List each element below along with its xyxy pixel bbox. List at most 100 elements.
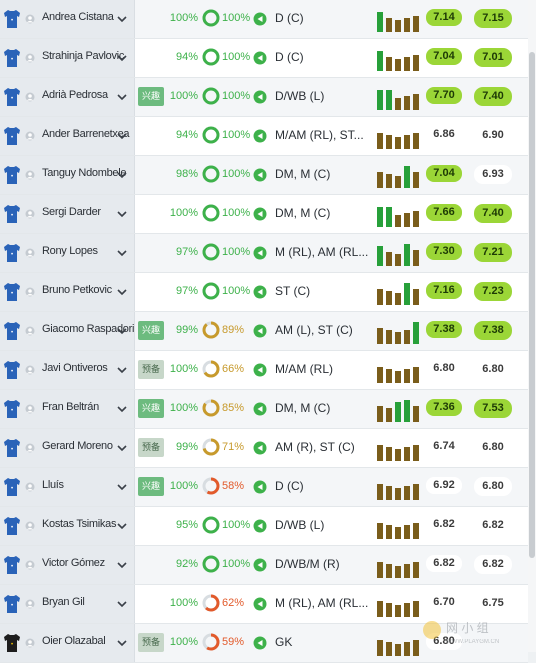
chevron-down-icon[interactable] <box>117 92 127 102</box>
play-icon[interactable] <box>253 168 267 182</box>
player-name[interactable]: Giacomo Raspadori <box>42 323 135 335</box>
player-name[interactable]: Fran Beltrán <box>42 401 99 413</box>
player-name[interactable]: Gerard Moreno <box>42 440 113 452</box>
play-icon[interactable] <box>253 519 267 533</box>
player-cell[interactable]: • Andrea Cistana <box>0 0 135 38</box>
player-row[interactable]: • Rony Lopes 97% 100% M (RL), AM (RL... … <box>0 234 528 273</box>
scrollbar-thumb[interactable] <box>529 52 535 558</box>
player-cell[interactable]: • Sergi Darder <box>0 195 135 233</box>
player-cell[interactable]: • Ander Barrenetxea <box>0 117 135 155</box>
chevron-down-icon[interactable] <box>117 599 127 609</box>
condition-value: 98% <box>175 168 198 180</box>
player-row[interactable]: • Adrià Pedrosa 兴趣 100% 100% D/WB (L) 7.… <box>0 78 528 117</box>
player-row[interactable]: • Bryan Gil 100% 62% M (RL), AM (RL... 6… <box>0 585 528 624</box>
player-name[interactable]: Oier Olazabal <box>42 635 106 647</box>
player-name[interactable]: Kostas Tsimikas <box>42 518 117 530</box>
player-cell[interactable]: • Tanguy Ndombele <box>0 156 135 194</box>
chevron-down-icon[interactable] <box>117 170 127 180</box>
chevron-down-icon[interactable] <box>117 131 127 141</box>
player-name[interactable]: Tanguy Ndombele <box>42 167 127 179</box>
play-icon[interactable] <box>253 558 267 572</box>
chevron-down-icon[interactable] <box>117 638 127 648</box>
player-name[interactable]: Javi Ontiveros <box>42 362 108 374</box>
player-cell[interactable]: • Javi Ontiveros <box>0 351 135 389</box>
player-row[interactable]: • Bruno Petkovic 97% 100% ST (C) 7.16 7. <box>0 273 528 312</box>
chevron-down-icon[interactable] <box>117 53 127 63</box>
rating-badge: 7.38 <box>426 321 462 338</box>
play-icon[interactable] <box>253 129 267 143</box>
chevron-down-icon[interactable] <box>117 287 127 297</box>
play-icon[interactable] <box>253 441 267 455</box>
player-row[interactable]: • Fran Beltrán 兴趣 100% 85% DM, M (C) 7.3… <box>0 390 528 429</box>
player-cell[interactable]: • Lluís <box>0 468 135 506</box>
play-icon[interactable] <box>253 480 267 494</box>
player-name[interactable]: Bryan Gil <box>42 596 85 608</box>
play-icon[interactable] <box>253 285 267 299</box>
player-row[interactable]: • Javi Ontiveros 预备 100% 66% M/AM (RL) 6… <box>0 351 528 390</box>
form-bar <box>386 207 392 227</box>
player-cell[interactable]: • Rony Lopes <box>0 234 135 272</box>
player-cell[interactable]: • Strahinja Pavlovic <box>0 39 135 77</box>
player-cell[interactable]: • Bruno Petkovic <box>0 273 135 311</box>
player-row[interactable]: • Kostas Tsimikas 95% 100% D/WB (L) 6.82 <box>0 507 528 546</box>
chevron-down-icon[interactable] <box>117 209 127 219</box>
play-icon[interactable] <box>253 51 267 65</box>
chevron-down-icon[interactable] <box>117 443 127 453</box>
play-icon[interactable] <box>253 246 267 260</box>
chevron-down-icon[interactable] <box>117 326 127 336</box>
fitness-ring-icon <box>202 360 220 378</box>
player-row[interactable]: • Strahinja Pavlovic 94% 100% D (C) 7.04 <box>0 39 528 78</box>
chevron-down-icon[interactable] <box>117 521 127 531</box>
play-icon[interactable] <box>253 90 267 104</box>
form-bar <box>386 330 392 344</box>
player-cell[interactable]: • Adrià Pedrosa <box>0 78 135 116</box>
chevron-down-icon[interactable] <box>117 404 127 414</box>
chevron-down-icon[interactable] <box>117 14 127 24</box>
player-name[interactable]: Strahinja Pavlovic <box>42 50 125 62</box>
player-name[interactable]: Andrea Cistana <box>42 11 114 23</box>
rating-badge: 7.16 <box>426 282 462 299</box>
chevron-down-icon[interactable] <box>117 560 127 570</box>
player-row[interactable]: • Giacomo Raspadori 兴趣 99% 89% AM (L), S… <box>0 312 528 351</box>
player-cell[interactable]: • Kostas Tsimikas <box>0 507 135 545</box>
person-icon <box>25 365 35 375</box>
fitness-value: 89% <box>222 324 245 336</box>
player-cell[interactable]: • Victor Gómez <box>0 546 135 584</box>
play-icon[interactable] <box>253 597 267 611</box>
player-name[interactable]: Victor Gómez <box>42 557 105 569</box>
player-name[interactable]: Sergi Darder <box>42 206 101 218</box>
person-icon <box>25 209 35 219</box>
form-bar <box>377 133 383 149</box>
player-cell[interactable]: • Giacomo Raspadori <box>0 312 135 350</box>
svg-text:•: • <box>11 447 13 453</box>
status-badge: 预备 <box>138 633 164 652</box>
play-icon[interactable] <box>253 363 267 377</box>
player-row[interactable]: • Sergi Darder 100% 100% DM, M (C) 7.66 <box>0 195 528 234</box>
fitness-ring-icon <box>202 243 220 261</box>
player-row[interactable]: • Victor Gómez 92% 100% D/WB/M (R) 6.82 <box>0 546 528 585</box>
player-row[interactable]: • Ander Barrenetxea 94% 100% M/AM (RL), … <box>0 117 528 156</box>
play-icon[interactable] <box>253 207 267 221</box>
form-bar <box>404 369 410 383</box>
player-cell[interactable]: • Fran Beltrán <box>0 390 135 428</box>
play-icon[interactable] <box>253 636 267 650</box>
player-cell[interactable]: • Bryan Gil <box>0 585 135 623</box>
chevron-down-icon[interactable] <box>117 365 127 375</box>
play-icon[interactable] <box>253 402 267 416</box>
play-icon[interactable] <box>253 324 267 338</box>
player-name[interactable]: Bruno Petkovic <box>42 284 112 296</box>
player-name[interactable]: Ander Barrenetxea <box>42 128 130 140</box>
player-name[interactable]: Lluís <box>42 479 64 491</box>
player-name[interactable]: Rony Lopes <box>42 245 98 257</box>
play-icon[interactable] <box>253 12 267 26</box>
player-row[interactable]: • Lluís 兴趣 100% 58% D (C) 6.92 6.80 <box>0 468 528 507</box>
player-cell[interactable]: • Oier Olazabal <box>0 624 135 662</box>
player-row[interactable]: • Gerard Moreno 预备 99% 71% AM (R), ST (C… <box>0 429 528 468</box>
chevron-down-icon[interactable] <box>117 482 127 492</box>
player-row[interactable]: • Tanguy Ndombele 98% 100% DM, M (C) 7.0… <box>0 156 528 195</box>
player-name[interactable]: Adrià Pedrosa <box>42 89 108 101</box>
shirt-icon: • <box>4 595 20 613</box>
player-row[interactable]: • Andrea Cistana 100% 100% D (C) 7.14 7. <box>0 0 528 39</box>
player-cell[interactable]: • Gerard Moreno <box>0 429 135 467</box>
chevron-down-icon[interactable] <box>117 248 127 258</box>
